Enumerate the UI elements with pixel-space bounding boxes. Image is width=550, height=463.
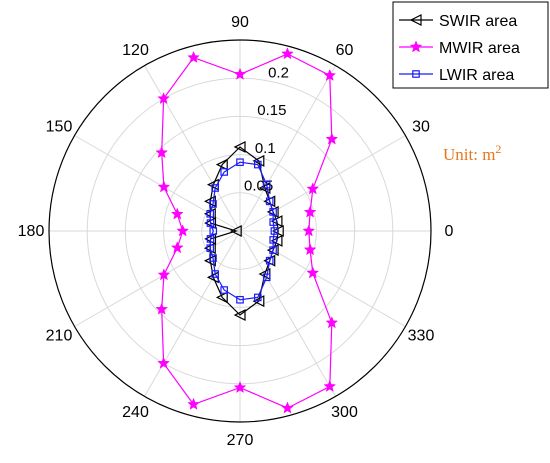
grid-spoke-30 bbox=[239, 135, 406, 232]
point-lwir-30 bbox=[269, 208, 277, 216]
point-lwir-300 bbox=[262, 273, 271, 282]
angle-tick-270: 270 bbox=[227, 432, 254, 449]
point-mwir-300 bbox=[323, 379, 337, 392]
point-swir-105 bbox=[215, 158, 228, 171]
point-mwir-90 bbox=[233, 67, 247, 80]
point-mwir-105 bbox=[187, 50, 200, 63]
point-mwir-30 bbox=[306, 182, 320, 195]
legend: SWIR area MWIR area LWIR area bbox=[392, 1, 549, 89]
point-lwir-315 bbox=[265, 256, 274, 265]
point-lwir-15 bbox=[269, 218, 278, 226]
point-swir-75 bbox=[252, 154, 265, 167]
unit-text: Unit: m bbox=[443, 145, 495, 164]
angle-tick-330: 330 bbox=[408, 328, 435, 345]
point-mwir-240 bbox=[157, 356, 170, 369]
point-mwir-15 bbox=[303, 205, 317, 218]
legend-marker-lwir bbox=[412, 70, 420, 78]
point-lwir-0 bbox=[270, 227, 279, 235]
grid-spoke-240 bbox=[144, 230, 241, 397]
angle-tick-60: 60 bbox=[336, 42, 354, 59]
point-lwir-240 bbox=[211, 270, 219, 278]
point-lwir-135 bbox=[209, 200, 217, 208]
point-mwir-165 bbox=[170, 207, 184, 220]
point-lwir-180 bbox=[209, 227, 218, 235]
grid-spoke-120 bbox=[144, 65, 241, 232]
outer-ring bbox=[48, 39, 432, 423]
point-lwir-210 bbox=[206, 244, 215, 252]
radial-tick-0.1: 0.1 bbox=[255, 140, 276, 157]
legend-label-mwir: MWIR area bbox=[439, 40, 520, 57]
point-mwir-270 bbox=[233, 380, 247, 394]
point-swir-285 bbox=[252, 295, 265, 308]
unit-annotation: Unit: m2 bbox=[443, 142, 501, 164]
point-lwir-330 bbox=[269, 246, 277, 254]
grid-spoke-300 bbox=[239, 230, 336, 397]
point-lwir-90 bbox=[236, 158, 244, 167]
angle-tick-150: 150 bbox=[46, 119, 73, 136]
point-mwir-45 bbox=[325, 132, 339, 145]
polar-grid bbox=[48, 39, 432, 423]
grid-spoke-60 bbox=[239, 65, 336, 232]
grid-spoke-330 bbox=[239, 230, 406, 327]
point-mwir-315 bbox=[325, 316, 339, 329]
unit-superscript: 2 bbox=[495, 142, 501, 156]
radial-tick-0.05: 0.05 bbox=[244, 177, 273, 194]
angle-tick-180: 180 bbox=[18, 223, 45, 240]
point-mwir-330 bbox=[306, 266, 320, 279]
angle-tick-300: 300 bbox=[331, 404, 358, 421]
grid-spoke-150 bbox=[74, 135, 241, 232]
point-lwir-150 bbox=[206, 210, 215, 218]
point-lwir-345 bbox=[269, 236, 278, 244]
point-mwir-285 bbox=[281, 401, 294, 414]
point-mwir-255 bbox=[187, 397, 200, 410]
point-mwir-0 bbox=[302, 224, 316, 237]
point-lwir-120 bbox=[211, 184, 219, 192]
point-mwir-345 bbox=[303, 243, 317, 256]
angle-tick-0: 0 bbox=[445, 223, 454, 240]
point-lwir-225 bbox=[209, 254, 217, 262]
point-swir-255 bbox=[215, 291, 228, 304]
series-layer bbox=[155, 47, 339, 414]
angle-tick-210: 210 bbox=[46, 328, 73, 345]
radial-tick-0.2: 0.2 bbox=[268, 65, 289, 82]
angle-tick-90: 90 bbox=[231, 14, 249, 31]
point-lwir-75 bbox=[253, 160, 262, 169]
radial-tick-0.15: 0.15 bbox=[257, 102, 286, 119]
point-mwir-120 bbox=[157, 91, 170, 105]
angle-tick-120: 120 bbox=[122, 42, 149, 59]
point-mwir-150 bbox=[157, 180, 171, 193]
point-swir-180 bbox=[229, 225, 242, 237]
point-swir-270 bbox=[233, 309, 246, 322]
legend-label-swir: SWIR area bbox=[439, 13, 517, 30]
legend-marker-mwir bbox=[409, 40, 423, 53]
point-mwir-195 bbox=[170, 241, 184, 254]
point-lwir-60 bbox=[262, 180, 271, 189]
angle-tick-labels: 0 30 60 90 120 150 180 210 240 270 300 330 bbox=[18, 14, 454, 449]
radial-tick-labels: 0.05 0.1 0.15 0.2 bbox=[244, 65, 289, 195]
point-mwir-225 bbox=[155, 302, 169, 315]
point-mwir-210 bbox=[157, 268, 171, 281]
point-lwir-270 bbox=[236, 295, 244, 304]
point-mwir-75 bbox=[281, 47, 294, 60]
legend-label-lwir: LWIR area bbox=[439, 67, 514, 84]
series-mwir bbox=[155, 47, 339, 414]
point-lwir-195 bbox=[206, 235, 215, 243]
legend-marker-swir bbox=[409, 14, 422, 26]
point-lwir-285 bbox=[253, 293, 262, 302]
point-mwir-60 bbox=[323, 68, 337, 81]
point-lwir-165 bbox=[206, 219, 215, 227]
point-lwir-45 bbox=[265, 197, 274, 206]
point-swir-90 bbox=[233, 140, 246, 153]
angle-tick-30: 30 bbox=[412, 119, 430, 136]
point-mwir-180 bbox=[176, 224, 190, 237]
point-lwir-105 bbox=[220, 168, 228, 176]
angle-tick-240: 240 bbox=[122, 404, 149, 421]
point-lwir-255 bbox=[220, 286, 228, 294]
point-mwir-135 bbox=[155, 145, 169, 159]
series-line-lwir bbox=[209, 161, 276, 301]
grid-spoke-210 bbox=[74, 230, 241, 327]
series-lwir bbox=[206, 158, 279, 304]
point-swir-0 bbox=[271, 225, 284, 237]
